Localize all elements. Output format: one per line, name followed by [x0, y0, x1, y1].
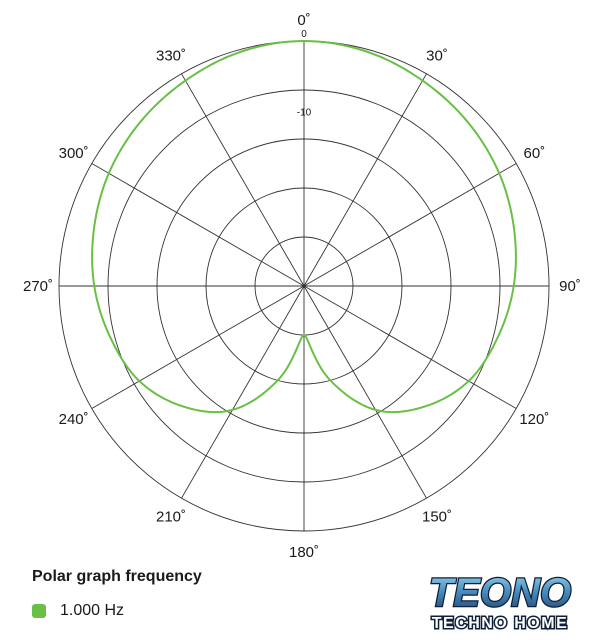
grid-spoke	[181, 73, 427, 499]
ring-label: -10	[297, 107, 312, 118]
angle-label: 30˚	[426, 48, 448, 65]
angle-label: 300˚	[59, 145, 89, 162]
polar-chart: 0 -10 0˚ 30˚ 60˚ 90˚ 120˚ 150˚ 180˚ 210˚ 240˚ 270˚…	[23, 12, 581, 560]
teono-logo: TEONO TECHNO HOME	[428, 570, 573, 632]
ring-labels: 0 -10	[297, 29, 312, 118]
angle-label: 180˚	[289, 544, 319, 560]
legend-title: Polar graph frequency	[32, 568, 202, 585]
angle-label: 240˚	[59, 411, 89, 428]
angle-label: 270˚	[23, 278, 53, 295]
angle-label: 60˚	[524, 145, 546, 162]
series-line	[91, 40, 517, 414]
angle-labels: 0˚ 30˚ 60˚ 90˚ 120˚ 150˚ 180˚ 210˚ 240˚ 270˚ 300˚ 3…	[23, 12, 581, 560]
ring-label: 0	[301, 29, 307, 40]
angle-label: 150˚	[422, 508, 452, 525]
legend-swatch	[32, 604, 46, 618]
angle-label: 0˚	[297, 12, 310, 29]
logo-tagline: TECHNO HOME	[432, 615, 569, 632]
angle-label: 330˚	[156, 48, 186, 65]
legend-item: 1.000 Hz	[32, 602, 124, 620]
angle-label: 90˚	[559, 278, 581, 295]
angle-label: 120˚	[519, 411, 549, 428]
legend-label: 1.000 Hz	[60, 602, 125, 619]
logo-wordmark: TEONO	[429, 571, 571, 615]
angle-label: 210˚	[156, 508, 186, 525]
series-group	[91, 40, 517, 414]
